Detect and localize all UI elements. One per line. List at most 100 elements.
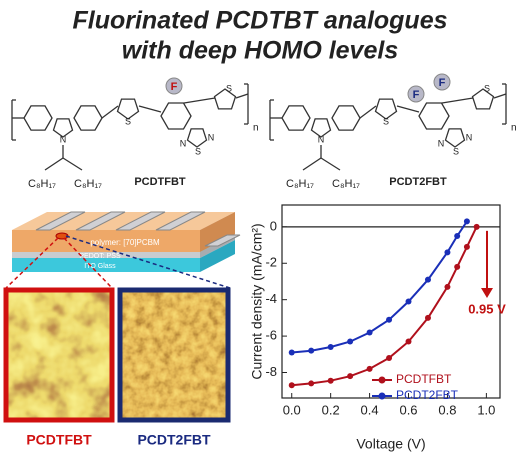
afm-image (120, 290, 228, 420)
data-point (308, 347, 315, 354)
atom-label: S (383, 116, 389, 126)
atom-label: F (171, 81, 178, 93)
bond (183, 97, 216, 104)
atom-label: N (318, 134, 325, 144)
title-line: with deep HOMO levels (122, 37, 399, 65)
data-point (405, 338, 412, 345)
annotation-arrowhead (481, 288, 493, 298)
series-line (291, 226, 478, 387)
data-point (444, 283, 451, 290)
annotation: 0.95 V (468, 301, 506, 316)
zoom-line (65, 235, 231, 289)
atom-label: N (438, 138, 445, 148)
title-line: Fluorinated PCDTBT analogues (72, 7, 447, 35)
glass-side (200, 240, 235, 272)
ring (281, 105, 311, 131)
data-point (366, 329, 373, 336)
afm-frame (3, 287, 115, 423)
repeat-label: n (253, 123, 259, 134)
y-tick-label: -4 (265, 291, 277, 306)
ring (160, 102, 192, 130)
electrode (204, 234, 241, 247)
atom-label: N (466, 132, 473, 142)
chart: 0.0 0.2 0.4 0.6 0.8 1.0 0 -2 -4 -6 -8 Voltage (V) Cu… (249, 204, 506, 452)
ring (23, 105, 53, 131)
side-chain: C₈H₁₇ (332, 178, 360, 190)
device-schematic: polymer: [70]PCBM PEDOT: PSS ITO Glass (5, 211, 241, 289)
x-tick-label: 1.0 (477, 402, 495, 417)
x-tick-label: 0.4 (361, 402, 379, 417)
data-point (473, 223, 480, 230)
afm-frame (117, 287, 231, 423)
bond (302, 157, 322, 171)
data-point (386, 354, 393, 361)
y-tick-label: -6 (265, 328, 277, 343)
data-point (327, 344, 334, 351)
bond (320, 157, 341, 171)
y-axis-label: Current density (mA/cm²) (249, 223, 265, 379)
ring (116, 98, 140, 120)
data-point (366, 365, 373, 372)
data-point (444, 249, 451, 256)
data-point (405, 298, 412, 305)
data-point (454, 232, 461, 239)
afm-label: PCDTFBT (26, 432, 92, 448)
data-point (424, 314, 431, 321)
y-tick-label: 0 (270, 218, 277, 233)
afm-image (6, 290, 112, 420)
bond (235, 93, 249, 99)
y-tick-label: -2 (265, 255, 277, 270)
side-chain: C₈H₁₇ (74, 178, 102, 190)
bond (359, 105, 377, 119)
zoom-line (63, 237, 113, 289)
side-chain: C₈H₁₇ (28, 178, 56, 190)
x-tick-label: 0.0 (283, 402, 301, 417)
side-chain: C₈H₁₇ (286, 178, 314, 190)
bond (44, 157, 64, 171)
series-line (291, 220, 468, 354)
atom-label: F (439, 77, 446, 89)
molecule-name: PCDTFBT (134, 176, 186, 188)
x-axis-label: Voltage (V) (356, 436, 425, 452)
data-point (454, 263, 461, 270)
polymer-side (200, 212, 235, 252)
data-point (288, 349, 295, 356)
layer-label: polymer: [70]PCBM (90, 238, 160, 247)
ring (213, 88, 237, 110)
plot-frame (281, 204, 501, 399)
legend-label: PCDTFBT (396, 372, 452, 386)
electrode (155, 211, 206, 231)
atom-label: N (180, 138, 187, 148)
layer-label: ITO Glass (84, 263, 116, 270)
data-point (347, 373, 354, 380)
bond (138, 105, 162, 113)
bond (441, 97, 474, 104)
atom-label: S (484, 83, 490, 93)
electrode (115, 211, 166, 231)
bond (493, 93, 507, 99)
pedot-front (12, 252, 200, 258)
bond (62, 157, 83, 171)
legend-marker (378, 392, 386, 400)
data-point (386, 316, 393, 323)
atom-label: N (208, 132, 215, 142)
ring (52, 118, 74, 138)
legend-marker (378, 376, 386, 384)
electrode (75, 211, 126, 231)
x-tick-label: 0.2 (322, 402, 340, 417)
atom-highlight (165, 77, 183, 95)
x-tick-label: 0.8 (438, 402, 456, 417)
ring (444, 128, 466, 148)
data-point (424, 276, 431, 283)
atom-label: S (195, 146, 201, 156)
ring (186, 128, 208, 148)
ring (310, 118, 332, 138)
atom-label: S (453, 146, 459, 156)
bond (396, 105, 420, 113)
atom-highlight (433, 73, 451, 91)
data-point (463, 218, 470, 225)
electrode (35, 211, 86, 231)
